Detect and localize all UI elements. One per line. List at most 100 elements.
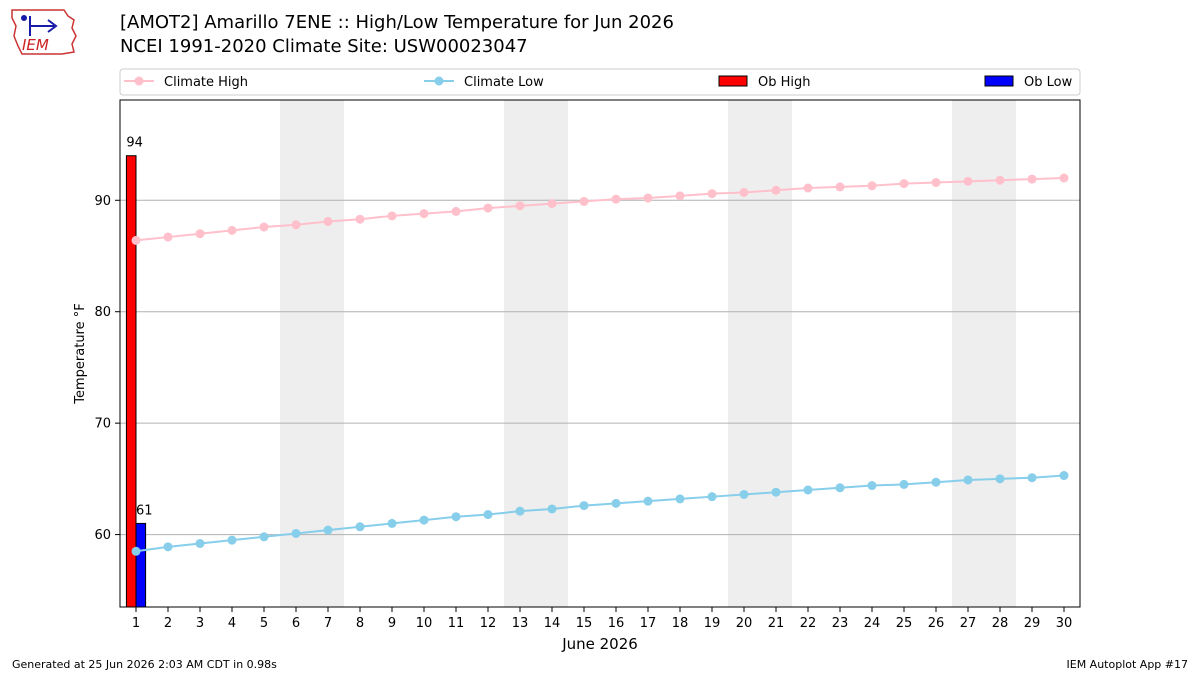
climate-high-point xyxy=(259,222,269,232)
x-tick-label: 17 xyxy=(640,616,657,631)
x-tick-label: 25 xyxy=(896,616,913,631)
legend-marker-swatch xyxy=(434,76,444,86)
y-tick-label: 90 xyxy=(94,194,111,209)
legend-marker-swatch xyxy=(134,76,144,86)
x-tick-label: 26 xyxy=(928,616,945,631)
climate-low-point xyxy=(291,528,301,538)
weekend-band xyxy=(504,100,568,607)
legend-label: Climate High xyxy=(164,75,248,90)
x-tick-label: 10 xyxy=(416,616,433,631)
climate-high-point xyxy=(675,191,685,201)
weekend-bands xyxy=(280,100,1016,607)
plot-area xyxy=(120,100,1080,607)
legend-label: Climate Low xyxy=(464,75,544,90)
legend-box xyxy=(119,68,1081,96)
climate-high-line xyxy=(135,177,1065,242)
climate-low-point xyxy=(675,494,685,504)
climate-low-point xyxy=(803,485,813,495)
x-tick-label: 9 xyxy=(388,616,396,631)
climate-low-point xyxy=(195,538,205,548)
logo-text: IEM xyxy=(22,36,49,54)
climate-high-point xyxy=(515,201,525,211)
y-axis: 60 70 80 90 xyxy=(94,194,120,543)
climate-high-point xyxy=(579,196,589,206)
climate-high-point xyxy=(355,214,365,224)
climate-low-point xyxy=(163,542,173,552)
weekend-band xyxy=(280,100,344,607)
climate-high-point xyxy=(835,182,845,192)
chart-title: [AMOT2] Amarillo 7ENE :: High/Low Temper… xyxy=(120,12,674,33)
x-tick-label: 23 xyxy=(832,616,849,631)
climate-high-point xyxy=(963,176,973,186)
x-tick-label: 21 xyxy=(768,616,785,631)
x-tick-label: 29 xyxy=(1024,616,1041,631)
x-tick-label: 2 xyxy=(164,616,172,631)
x-tick-label: 4 xyxy=(228,616,236,631)
climate-low-point xyxy=(643,496,653,506)
y-tick-label: 60 xyxy=(94,528,111,543)
climate-high-point xyxy=(547,199,557,209)
climate-high-point xyxy=(931,177,941,187)
ob-high-value-label: 94 xyxy=(126,136,143,151)
x-tick-label: 3 xyxy=(196,616,204,631)
climate-low-point xyxy=(483,510,493,520)
plot-frame xyxy=(119,99,1081,608)
climate-high-point xyxy=(451,206,461,216)
climate-high-point xyxy=(739,187,749,197)
x-tick-label: 28 xyxy=(992,616,1009,631)
climate-high-point xyxy=(771,185,781,195)
climate-high-point xyxy=(483,203,493,213)
climate-low-point xyxy=(323,525,333,535)
climate-lines xyxy=(131,173,1069,556)
climate-low-point xyxy=(259,532,269,542)
x-tick-label: 7 xyxy=(324,616,332,631)
climate-high-point xyxy=(227,225,237,235)
climate-high-point xyxy=(867,181,877,191)
y-tick-label: 80 xyxy=(94,305,111,320)
climate-low-point xyxy=(963,475,973,485)
generated-timestamp: Generated at 25 Jun 2026 2:03 AM CDT in … xyxy=(12,658,277,671)
climate-high-point xyxy=(995,175,1005,185)
x-tick-label: 18 xyxy=(672,616,689,631)
legend-bar-swatch xyxy=(984,75,1014,87)
x-tick-label: 8 xyxy=(356,616,364,631)
x-tick-label: 20 xyxy=(736,616,753,631)
legend-label: Ob High xyxy=(758,75,811,90)
climate-low-point xyxy=(547,504,557,514)
x-tick-label: 14 xyxy=(544,616,561,631)
climate-high-point xyxy=(195,229,205,239)
climate-low-point xyxy=(995,474,1005,484)
climate-high-point xyxy=(1059,173,1069,183)
weekend-band xyxy=(952,100,1016,607)
x-tick-label: 1 xyxy=(132,616,140,631)
climate-low-point xyxy=(515,506,525,516)
climate-high-point xyxy=(803,183,813,193)
climate-high-point xyxy=(291,220,301,230)
climate-high-point xyxy=(899,179,909,189)
climate-high-point xyxy=(1027,174,1037,184)
x-tick-label: 15 xyxy=(576,616,593,631)
x-tick-label: 19 xyxy=(704,616,721,631)
x-axis: 1 2 3 4 5 6 7 8 9 10 11 12 13 14 15 16 17 18 19 20 21 22 23 24 2… xyxy=(132,607,1072,631)
climate-low-point xyxy=(707,492,717,502)
climate-low-point xyxy=(131,546,141,556)
climate-low-point xyxy=(899,479,909,489)
x-tick-label: 5 xyxy=(260,616,268,631)
climate-high-point xyxy=(643,193,653,203)
x-axis-label: June 2026 xyxy=(561,635,638,653)
climate-low-point xyxy=(1027,473,1037,483)
x-tick-label: 6 xyxy=(292,616,300,631)
climate-low-point xyxy=(355,522,365,532)
x-tick-label: 22 xyxy=(800,616,817,631)
climate-low-point xyxy=(419,515,429,525)
weekend-band xyxy=(728,100,792,607)
iem-logo-icon: IEM xyxy=(11,9,77,55)
x-tick-label: 24 xyxy=(864,616,881,631)
y-tick-label: 70 xyxy=(94,417,111,432)
chart-subtitle: NCEI 1991-2020 Climate Site: USW00023047 xyxy=(120,36,528,57)
climate-high-point xyxy=(131,235,141,245)
x-tick-label: 30 xyxy=(1056,616,1073,631)
climate-high-point xyxy=(387,211,397,221)
climate-low-point xyxy=(931,477,941,487)
